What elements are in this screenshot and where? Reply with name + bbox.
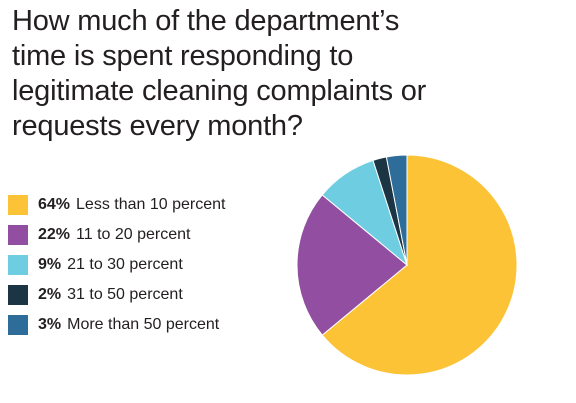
pie-slice-5 xyxy=(385,154,408,266)
legend-swatch xyxy=(8,195,28,215)
chart-title: How much of the department’s time is spe… xyxy=(12,5,427,142)
legend: 64% Less than 10 percent 22% 11 to 20 pe… xyxy=(8,190,225,340)
legend-label: 31 to 50 percent xyxy=(67,286,183,303)
legend-swatch xyxy=(8,315,28,335)
legend-label: 21 to 30 percent xyxy=(67,256,183,273)
legend-percent: 3% xyxy=(38,316,62,333)
legend-percent: 2% xyxy=(38,286,62,303)
legend-label: More than 50 percent xyxy=(67,316,220,333)
legend-item-less-than-10: 64% Less than 10 percent xyxy=(8,190,225,220)
legend-swatch xyxy=(8,255,28,275)
pie-chart xyxy=(296,154,518,376)
legend-percent: 64% xyxy=(38,196,71,213)
legend-item-more-than-50: 3% More than 50 percent xyxy=(8,310,225,340)
pie-slice-1 xyxy=(321,154,518,376)
legend-swatch xyxy=(8,285,28,305)
legend-label: 11 to 20 percent xyxy=(76,226,191,243)
legend-item-31-to-50: 2% 31 to 50 percent xyxy=(8,280,225,310)
legend-item-21-to-30: 9% 21 to 30 percent xyxy=(8,250,225,280)
legend-label: Less than 10 percent xyxy=(76,196,226,213)
legend-item-11-to-20: 22% 11 to 20 percent xyxy=(8,220,225,250)
legend-percent: 22% xyxy=(38,226,71,243)
legend-percent: 9% xyxy=(38,256,62,273)
pie-slice-2 xyxy=(296,194,408,336)
legend-swatch xyxy=(8,225,28,245)
